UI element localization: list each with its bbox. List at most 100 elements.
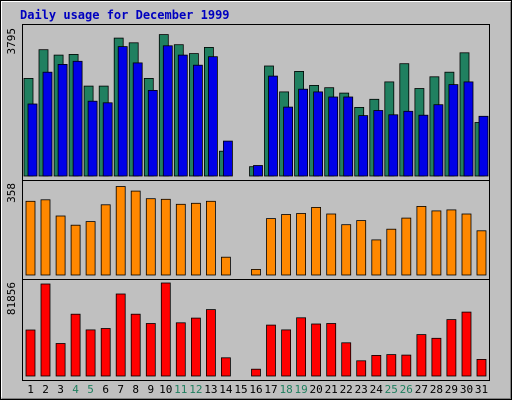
- x-tick-label: 11: [174, 383, 187, 396]
- bar-1-2-day-27: [418, 114, 429, 177]
- x-tick-label: 16: [249, 383, 262, 396]
- bar-3-1-day-24: [371, 354, 382, 377]
- bar-2-1-day-13: [205, 200, 216, 276]
- x-tick-label: 2: [42, 383, 49, 396]
- x-tick-label: 18: [279, 383, 292, 396]
- x-tick-label: 22: [340, 383, 353, 396]
- bar-2-1-day-20: [311, 206, 322, 276]
- bar-2-1-day-27: [416, 205, 427, 276]
- bar-3-1-day-9: [145, 323, 156, 377]
- bar-3-1-day-12: [190, 317, 201, 377]
- panel-1-max-label: 3795: [5, 28, 18, 55]
- bar-3-1-day-19: [296, 317, 307, 377]
- bar-1-2-day-31: [478, 115, 489, 177]
- x-tick-label: 4: [72, 383, 79, 396]
- bar-3-1-day-14: [220, 357, 231, 377]
- bar-2-1-day-23: [356, 220, 367, 276]
- x-axis-labels: 1 2 3 4 5 6 7 8 9 10 11 12 13 14 15 16 17 18 19 20 21 22 23 24 2…: [27, 383, 488, 396]
- x-tick-label: 15: [234, 383, 247, 396]
- bar-1-2-day-8: [132, 62, 143, 177]
- bar-3-1-day-2: [40, 283, 51, 377]
- bar-1-2-day-24: [373, 110, 384, 177]
- bar-2-1-day-6: [100, 204, 111, 276]
- x-tick-label: 30: [460, 383, 473, 396]
- bar-1-2-day-29: [448, 84, 459, 177]
- bar-1-2-day-14: [222, 140, 233, 177]
- bar-3-1-day-26: [401, 354, 412, 377]
- bar-3-1-day-8: [130, 313, 141, 377]
- bar-1-2-day-19: [298, 88, 309, 177]
- chart-title: Daily usage for December 1999: [20, 8, 230, 22]
- bar-2-1-day-5: [85, 221, 96, 276]
- panel-2: 358: [5, 180, 489, 276]
- bar-2-1-day-24: [371, 239, 382, 276]
- panel-1: 3795: [5, 28, 489, 177]
- bar-2-1-day-22: [341, 224, 352, 276]
- bar-2-1-day-28: [431, 210, 442, 276]
- bar-3-1-day-17: [266, 324, 276, 377]
- x-tick-label: 7: [117, 383, 124, 396]
- bar-1-2-day-4: [72, 60, 83, 177]
- x-tick-label: 19: [294, 383, 307, 396]
- bar-1-2-day-6: [102, 102, 113, 177]
- bar-3-1-day-25: [386, 354, 397, 377]
- bar-2-1-day-8: [130, 190, 141, 276]
- bar-1-2-day-28: [433, 104, 444, 177]
- x-tick-label: 23: [355, 383, 368, 396]
- bar-1-2-day-23: [358, 115, 369, 177]
- panel-3: 81856: [5, 279, 489, 377]
- x-tick-label: 3: [57, 383, 64, 396]
- bar-2-1-day-11: [175, 203, 186, 276]
- bar-3-1-day-16: [251, 368, 261, 377]
- bar-3-1-day-27: [416, 334, 427, 377]
- bar-3-1-day-7: [115, 293, 126, 377]
- x-tick-label: 21: [325, 383, 338, 396]
- bar-1-2-day-13: [207, 56, 218, 177]
- bar-2-1-day-18: [281, 214, 292, 276]
- bar-3-1-day-22: [341, 342, 352, 377]
- bar-2-1-day-16: [251, 268, 261, 276]
- bar-3-1-day-20: [311, 323, 322, 377]
- bar-2-1-day-12: [190, 202, 201, 276]
- bar-2-1-day-1: [25, 200, 36, 276]
- bar-1-2-day-25: [388, 114, 399, 177]
- bar-3-1-day-28: [431, 337, 442, 377]
- panel-2-max-label: 358: [5, 183, 18, 203]
- x-tick-label: 26: [400, 383, 413, 396]
- bar-3-1-day-1: [25, 329, 36, 377]
- bar-2-1-day-30: [461, 213, 472, 276]
- bar-2-1-day-10: [160, 198, 171, 276]
- bar-2-1-day-7: [115, 186, 126, 276]
- bar-3-1-day-30: [461, 311, 472, 377]
- x-tick-label: 5: [87, 383, 94, 396]
- x-tick-label: 29: [445, 383, 458, 396]
- bar-2-1-day-19: [296, 213, 307, 276]
- bar-3-1-day-5: [85, 329, 96, 377]
- bar-2-1-day-21: [326, 213, 337, 276]
- plot-area: [22, 24, 490, 381]
- x-tick-label: 31: [475, 383, 488, 396]
- bar-3-1-day-13: [205, 309, 216, 377]
- x-tick-label: 8: [132, 383, 139, 396]
- bar-3-1-day-11: [175, 322, 186, 377]
- bar-3-1-day-10: [160, 282, 171, 377]
- bar-1-2-day-21: [328, 96, 339, 177]
- bar-2-1-day-3: [55, 215, 66, 276]
- x-tick-label: 12: [189, 383, 202, 396]
- bar-1-2-day-7: [117, 46, 128, 177]
- x-tick-label: 25: [385, 383, 398, 396]
- bar-2-1-day-4: [70, 224, 81, 276]
- bar-1-2-day-17: [268, 75, 278, 177]
- bar-1-2-day-26: [403, 110, 414, 177]
- x-tick-label: 27: [415, 383, 428, 396]
- bar-2-1-day-17: [266, 218, 276, 276]
- x-tick-label: 13: [204, 383, 217, 396]
- x-tick-label: 10: [159, 383, 172, 396]
- bar-1-2-day-3: [57, 64, 68, 177]
- bar-1-2-day-9: [147, 90, 158, 177]
- bar-1-2-day-30: [463, 81, 474, 177]
- bar-1-2-day-2: [42, 71, 53, 177]
